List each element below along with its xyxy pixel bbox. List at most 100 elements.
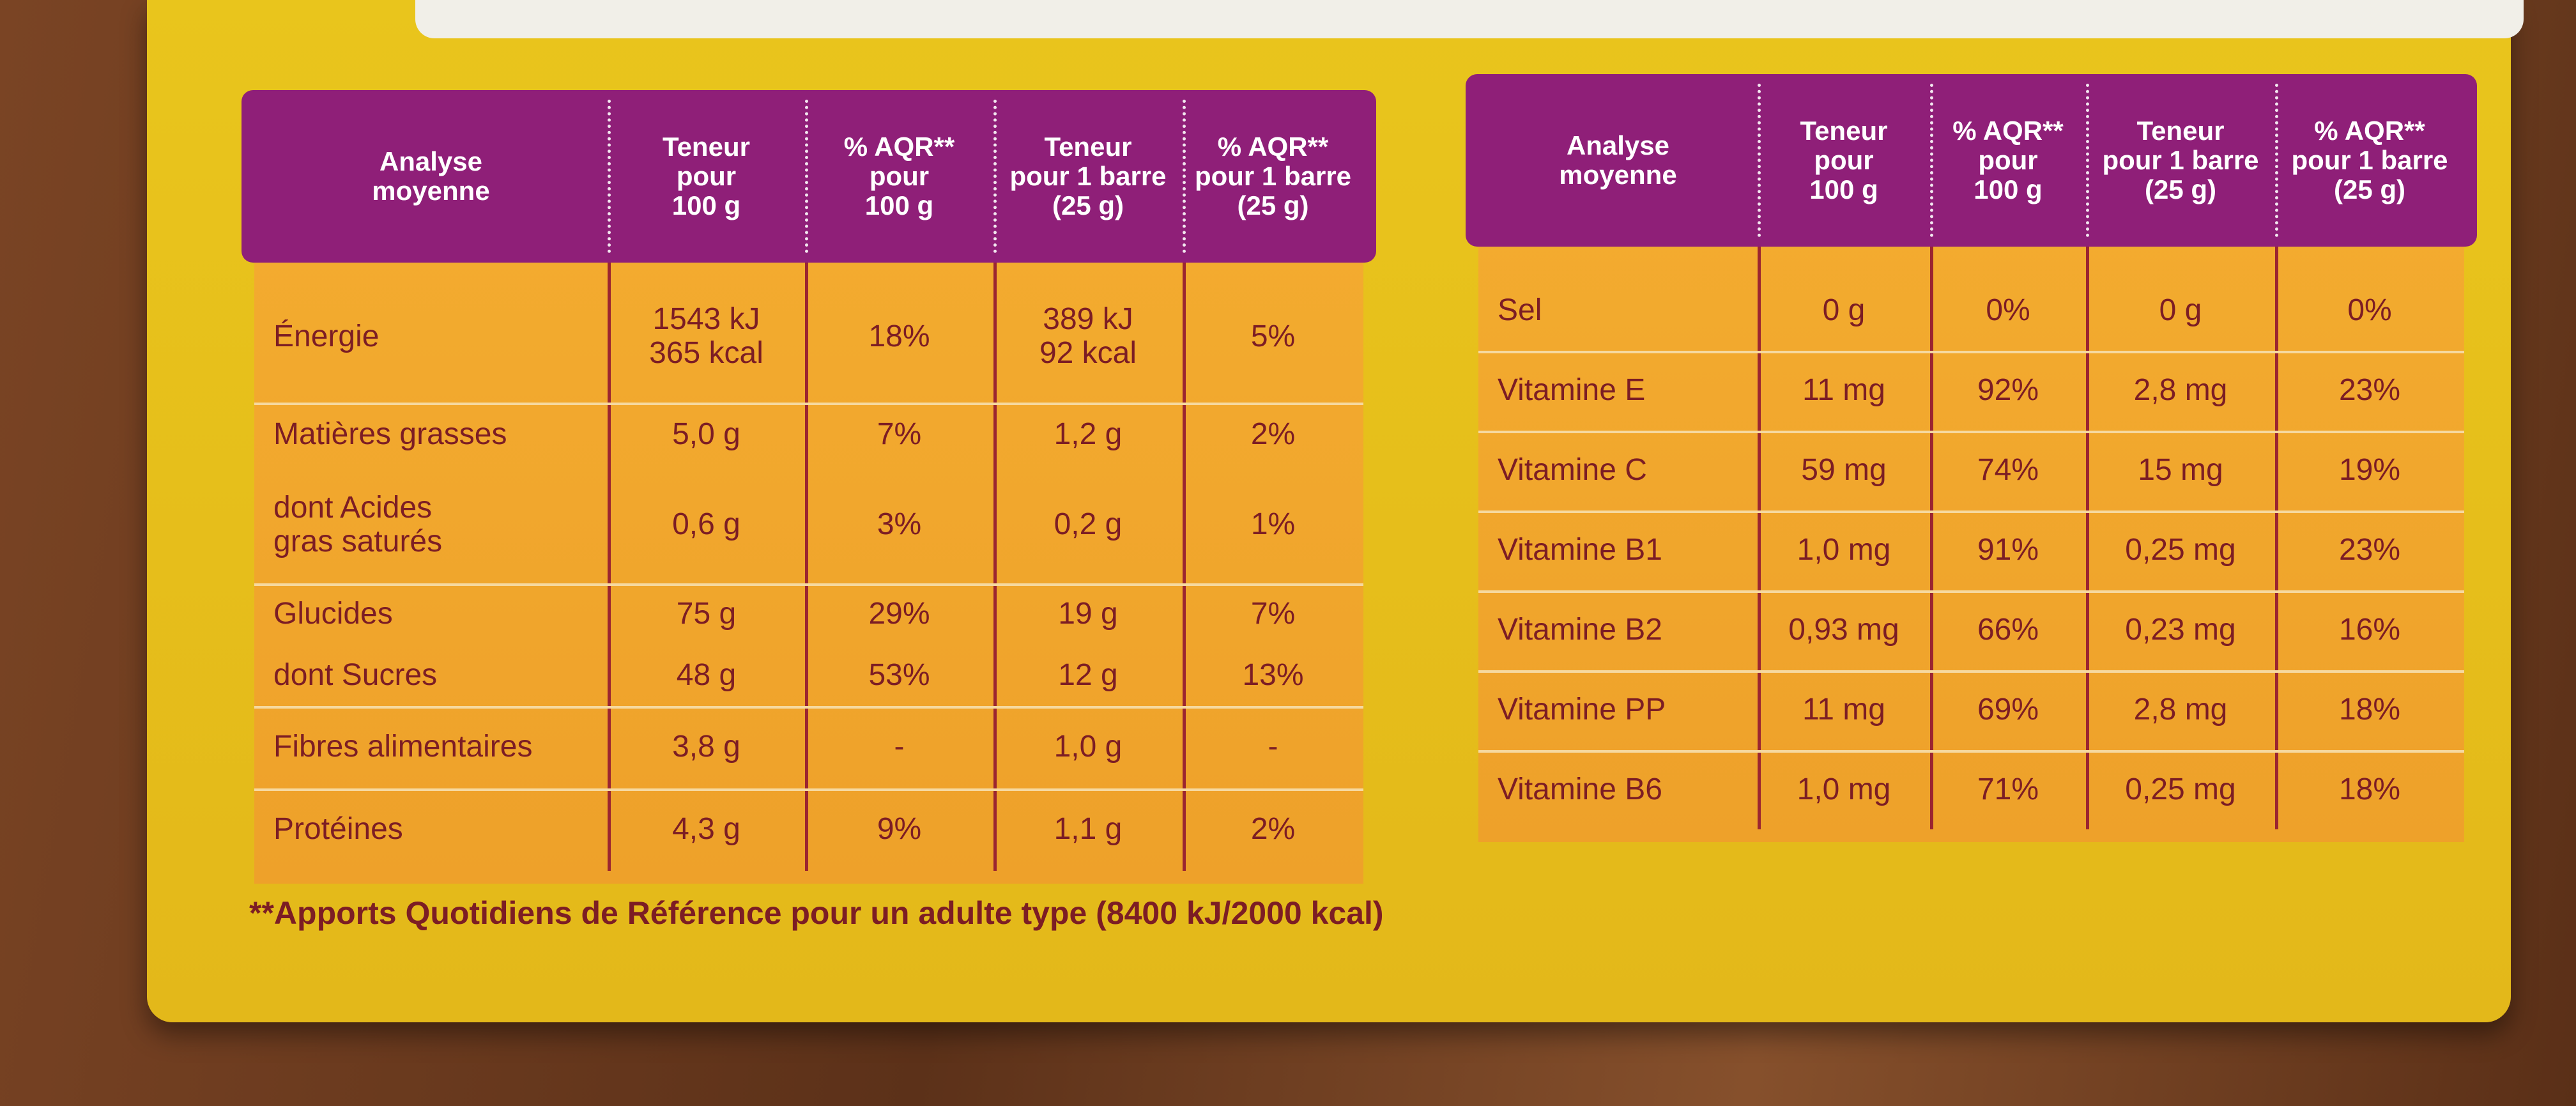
nutrient-value: 11 mg xyxy=(1802,373,1885,408)
nutrient-value: 23% xyxy=(2338,533,2401,567)
nutrient-value: 2,8 mg xyxy=(2133,373,2228,408)
nutrient-value: 92% xyxy=(1977,373,2039,408)
nutrient-value: - xyxy=(1268,730,1278,764)
column-divider xyxy=(1758,247,1761,829)
header-divider xyxy=(805,100,808,253)
nutrient-value: 59 mg xyxy=(1801,453,1887,488)
nutrient-value: 74% xyxy=(1977,453,2039,488)
row-divider xyxy=(1478,511,2464,513)
nutrient-value: 18% xyxy=(2338,693,2401,727)
header-cell: % AQR** pour 100 g xyxy=(1952,115,2064,205)
nutrient-value: 0,23 mg xyxy=(2125,613,2236,647)
nutrient-value: 71% xyxy=(1977,772,2039,806)
paper xyxy=(415,0,2524,38)
header-divider xyxy=(2275,84,2278,237)
header-cell: Teneur pour 100 g xyxy=(663,131,750,221)
nutrient-value: 13% xyxy=(1242,658,1304,693)
nutrient-value: 9% xyxy=(877,812,922,847)
nutrient-name: Vitamine B2 xyxy=(1498,613,1662,647)
header-cell: % AQR** pour 1 barre (25 g) xyxy=(2291,115,2448,205)
header-cell: Teneur pour 1 barre (25 g) xyxy=(2102,115,2259,205)
nutrient-value: 0,93 mg xyxy=(1788,613,1899,647)
nutrient-value: 1543 kJ 365 kcal xyxy=(649,302,763,370)
nutrient-value: 19 g xyxy=(1058,597,1118,631)
nutrient-name: Énergie xyxy=(273,319,379,353)
table-header xyxy=(1466,74,2477,247)
nutrient-value: 1,0 g xyxy=(1054,730,1123,764)
header-divider xyxy=(608,100,611,253)
column-divider xyxy=(2086,247,2089,829)
row-divider xyxy=(254,788,1363,791)
nutrient-value: 0,6 g xyxy=(672,507,740,542)
nutrient-name: Vitamine B1 xyxy=(1498,533,1662,567)
nutrient-value: 0% xyxy=(1986,293,2030,328)
header-divider xyxy=(1930,84,1933,237)
nutrient-value: 12 g xyxy=(1058,658,1118,693)
nutrient-value: 23% xyxy=(2338,373,2401,408)
header-divider xyxy=(1758,84,1761,237)
nutrient-value: 18% xyxy=(868,319,930,353)
column-divider xyxy=(1183,263,1186,871)
nutrient-value: 7% xyxy=(877,417,922,451)
nutrient-value: 3,8 g xyxy=(672,730,740,764)
nutrient-value: 0% xyxy=(2347,293,2392,328)
row-divider xyxy=(254,403,1363,405)
nutrient-value: 11 mg xyxy=(1802,693,1885,727)
nutrient-value: 5,0 g xyxy=(672,417,740,451)
nutrient-name: Matières grasses xyxy=(273,417,507,451)
column-divider xyxy=(1930,247,1933,829)
table-header xyxy=(241,90,1376,263)
nutrient-value: 66% xyxy=(1977,613,2039,647)
header-cell: Teneur pour 1 barre (25 g) xyxy=(1009,131,1167,221)
nutrient-value: 0,2 g xyxy=(1054,507,1123,542)
nutrient-value: 2,8 mg xyxy=(2133,693,2228,727)
nutrient-value: 48 g xyxy=(676,658,737,693)
header-cell: Teneur pour 100 g xyxy=(1800,115,1888,205)
nutrient-name: Protéines xyxy=(273,812,403,847)
header-cell: Analyse moyenne xyxy=(372,146,490,206)
nutrient-name: Glucides xyxy=(273,597,393,631)
nutrient-value: 2% xyxy=(1250,812,1296,847)
nutrient-value: 1,2 g xyxy=(1054,417,1123,451)
nutrient-value: - xyxy=(894,730,905,764)
row-divider xyxy=(254,583,1363,586)
nutrient-value: 7% xyxy=(1250,597,1296,631)
column-divider xyxy=(2275,247,2278,829)
nutrient-value: 0 g xyxy=(1822,293,1866,328)
nutrient-name: Vitamine E xyxy=(1498,373,1646,408)
nutrient-value: 1,1 g xyxy=(1054,812,1123,847)
footnote: **Apports Quotidiens de Référence pour u… xyxy=(249,895,1384,931)
nutrient-value: 4,3 g xyxy=(672,812,740,847)
nutrient-name: Vitamine PP xyxy=(1498,693,1666,727)
row-divider xyxy=(1478,750,2464,753)
nutrient-name: Vitamine C xyxy=(1498,453,1647,488)
header-cell: % AQR** pour 100 g xyxy=(843,131,955,221)
nutrient-name: Vitamine B6 xyxy=(1498,772,1662,806)
nutrient-name: Sel xyxy=(1498,293,1542,328)
header-divider xyxy=(1183,100,1186,253)
header-divider xyxy=(2086,84,2089,237)
header-cell: % AQR** pour 1 barre (25 g) xyxy=(1194,131,1352,221)
nutrient-name: Fibres alimentaires xyxy=(273,730,533,764)
nutrient-value: 29% xyxy=(868,597,930,631)
row-divider xyxy=(1478,431,2464,433)
nutrient-value: 15 mg xyxy=(2138,453,2223,488)
nutrient-value: 19% xyxy=(2338,453,2401,488)
row-divider xyxy=(1478,670,2464,673)
row-divider xyxy=(1478,590,2464,593)
table-body xyxy=(1478,234,2464,842)
nutrient-value: 75 g xyxy=(676,597,737,631)
row-divider xyxy=(1478,351,2464,353)
nutrient-value: 91% xyxy=(1977,533,2039,567)
nutrient-value: 1,0 mg xyxy=(1797,772,1891,806)
nutrient-value: 2% xyxy=(1250,417,1296,451)
column-divider xyxy=(805,263,808,871)
nutrient-value: 0,25 mg xyxy=(2125,533,2236,567)
nutrient-value: 0,25 mg xyxy=(2125,772,2236,806)
header-divider xyxy=(993,100,997,253)
nutrient-value: 3% xyxy=(877,507,922,542)
nutrient-value: 0 g xyxy=(2159,293,2202,328)
nutrient-name: dont Acides gras saturés xyxy=(273,490,443,558)
nutrient-name: dont Sucres xyxy=(273,658,438,693)
